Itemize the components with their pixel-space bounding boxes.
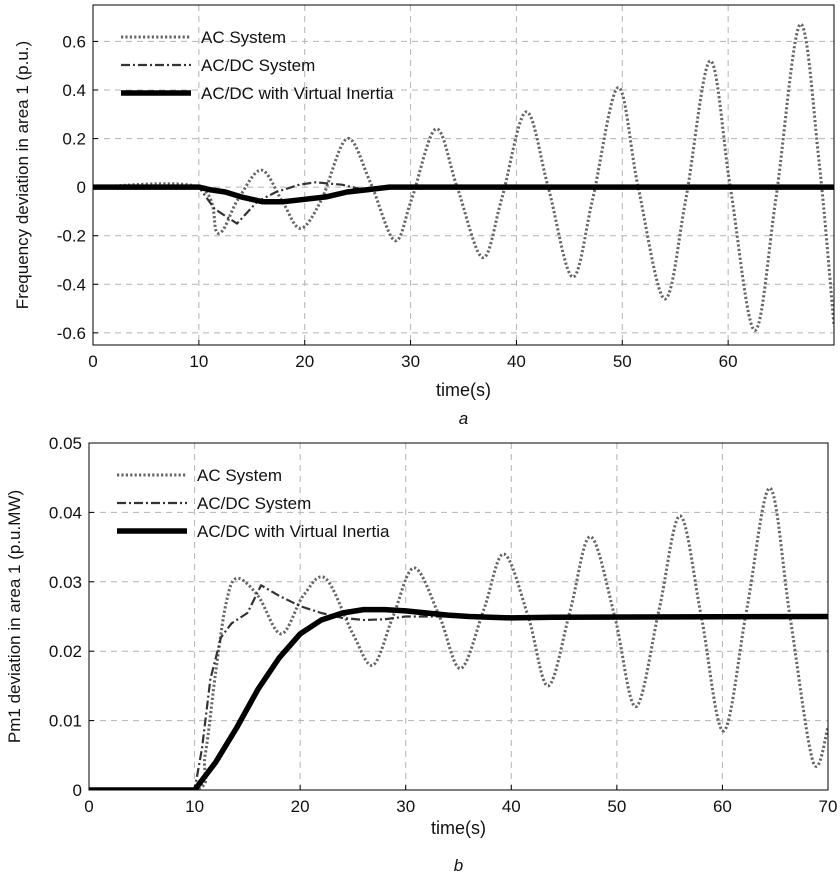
gridlines [89, 443, 828, 790]
tick-labels: 0 10 20 30 40 50 60 -0.6 -0.4 -0.2 0 0.2 0.4 0.6 [57, 32, 738, 371]
x-tick-label: 20 [291, 797, 310, 816]
series-group [89, 486, 828, 790]
y-tick-label: 0 [73, 781, 82, 800]
y-tick-label: 0.05 [49, 434, 82, 453]
y-tick-label: 0.2 [62, 130, 86, 149]
panel-caption: b [454, 856, 463, 875]
x-tick-label: 60 [713, 797, 732, 816]
legend: AC System AC/DC System AC/DC with Virtual … [117, 466, 390, 541]
gridlines [93, 5, 834, 345]
series-line-ac-dc-system [93, 181, 834, 225]
x-tick-label: 60 [719, 352, 738, 371]
y-tick-label: 0.01 [49, 712, 82, 731]
x-tick-label: 30 [401, 352, 420, 371]
legend-entry: AC/DC System [197, 494, 311, 513]
tick-labels: 0 10 20 30 40 50 60 70 0 0.01 0.02 0.03 0.04 0.05 [49, 434, 838, 816]
x-axis-label: time(s) [436, 380, 491, 400]
y-tick-label: 0 [77, 178, 86, 197]
x-tick-label: 30 [396, 797, 415, 816]
x-tick-label: 40 [502, 797, 521, 816]
y-tick-label: -0.2 [57, 227, 86, 246]
legend-entry: AC/DC with Virtual Inertia [201, 84, 394, 103]
series-line-ac-dc-system [89, 584, 828, 790]
legend-entry: AC System [201, 28, 286, 47]
legend-entry: AC System [197, 466, 282, 485]
series-line-ac-dc-with-virtual-inertia [93, 184, 834, 205]
y-axis-label: Frequency deviation in area 1 (p.u.) [13, 41, 32, 309]
x-tick-label: 50 [607, 797, 626, 816]
x-axis-label: time(s) [431, 818, 486, 838]
y-tick-label: 0.6 [62, 32, 86, 51]
y-tick-label: 0.4 [62, 81, 86, 100]
panel-caption: a [459, 409, 468, 428]
y-tick-label: 0.02 [49, 642, 82, 661]
series-line-ac-system [89, 486, 828, 790]
x-tick-label: 0 [88, 352, 97, 371]
x-tick-label: 20 [295, 352, 314, 371]
x-tick-label: 70 [819, 797, 838, 816]
y-tick-label: -0.6 [57, 324, 86, 343]
legend: AC System AC/DC System AC/DC with Virtual … [121, 28, 394, 103]
x-tick-label: 40 [507, 352, 526, 371]
y-tick-label: -0.4 [57, 275, 86, 294]
legend-entry: AC/DC with Virtual Inertia [197, 522, 390, 541]
x-tick-label: 10 [185, 797, 204, 816]
series-group [93, 22, 834, 332]
series-line-ac-system [93, 22, 834, 332]
x-tick-label: 0 [84, 797, 93, 816]
y-tick-label: 0.04 [49, 503, 82, 522]
x-tick-label: 50 [613, 352, 632, 371]
x-tick-label: 10 [189, 352, 208, 371]
legend-entry: AC/DC System [201, 56, 315, 75]
y-axis-label: Pm1 deviation in area 1 (p.u.MW) [5, 490, 24, 743]
series-line-ac-dc-with-virtual-inertia [89, 606, 828, 790]
axes-frame [88, 442, 829, 791]
y-tick-label: 0.03 [49, 573, 82, 592]
axes-frame [92, 4, 835, 346]
chart-panel-a: 0 10 20 30 40 50 60 -0.6 -0.4 -0.2 0 0.2 0.4 0.6 time(… [13, 4, 835, 428]
plot-area [93, 5, 834, 345]
chart-panel-b: 0 10 20 30 40 50 60 70 0 0.01 0.02 0.03 0.04 0.05 time… [5, 434, 837, 875]
